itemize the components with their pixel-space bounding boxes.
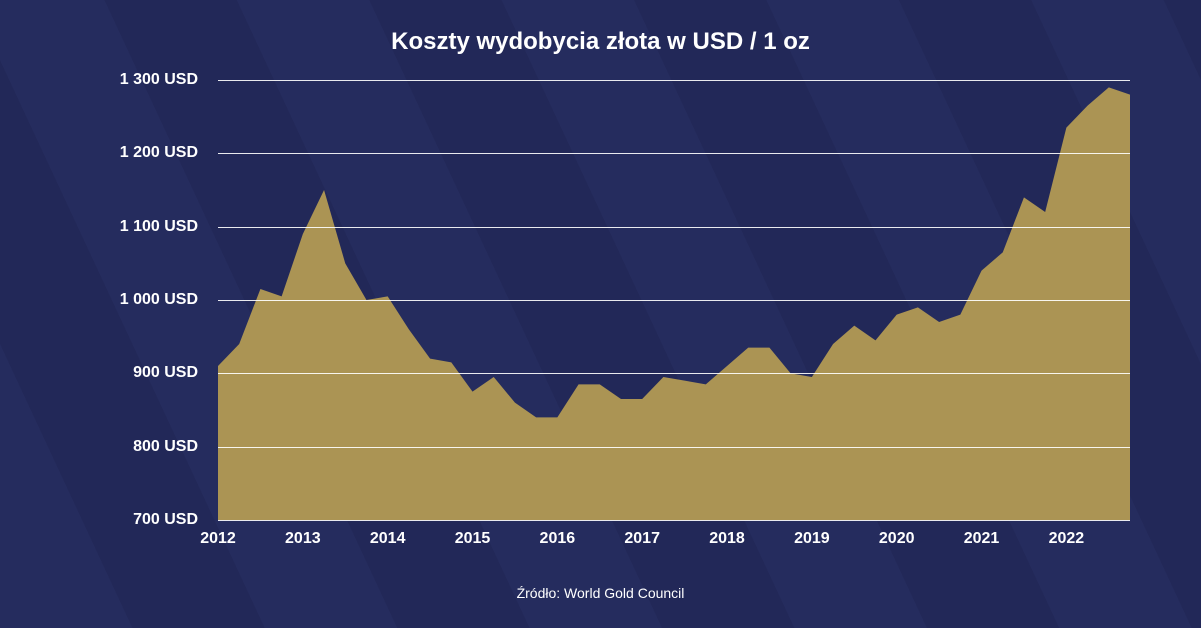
gridline xyxy=(218,373,1130,374)
x-axis-tick-label: 2013 xyxy=(285,530,321,548)
x-axis-tick-label: 2017 xyxy=(624,530,660,548)
y-axis-tick-label: 800 USD xyxy=(0,438,198,456)
gridline xyxy=(218,300,1130,301)
y-axis-tick-label: 700 USD xyxy=(0,511,198,529)
x-axis-tick-label: 2020 xyxy=(879,530,915,548)
chart-title: Koszty wydobycia złota w USD / 1 oz xyxy=(0,28,1201,56)
x-axis-tick-label: 2012 xyxy=(200,530,236,548)
plot-area xyxy=(218,80,1130,520)
chart-source: Źródło: World Gold Council xyxy=(0,585,1201,601)
y-axis-tick-label: 900 USD xyxy=(0,364,198,382)
y-axis-tick-label: 1 100 USD xyxy=(0,218,198,236)
x-axis-tick-label: 2021 xyxy=(964,530,1000,548)
gridline xyxy=(218,80,1130,81)
x-axis-tick-label: 2015 xyxy=(455,530,491,548)
y-axis-tick-label: 1 200 USD xyxy=(0,144,198,162)
x-axis-tick-label: 2018 xyxy=(709,530,745,548)
x-axis-tick-label: 2016 xyxy=(540,530,576,548)
x-axis-tick-label: 2019 xyxy=(794,530,830,548)
gridline xyxy=(218,447,1130,448)
x-axis-tick-label: 2014 xyxy=(370,530,406,548)
y-axis-tick-label: 1 300 USD xyxy=(0,71,198,89)
x-axis-tick-label: 2022 xyxy=(1049,530,1085,548)
gridline xyxy=(218,520,1130,521)
gridline xyxy=(218,227,1130,228)
gridline xyxy=(218,153,1130,154)
y-axis-tick-label: 1 000 USD xyxy=(0,291,198,309)
